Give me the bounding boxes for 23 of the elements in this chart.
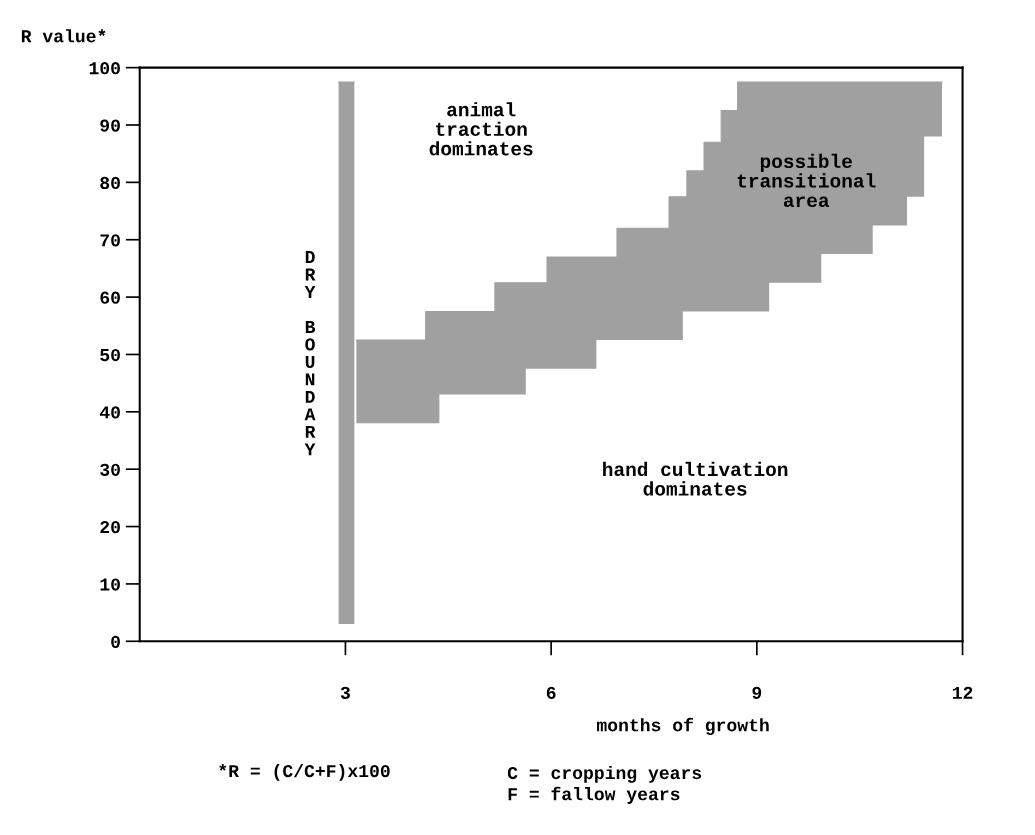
annotation: hand cultivation dominates — [603, 461, 788, 496]
x-tick-label: 6 — [546, 686, 556, 699]
y-axis-title: R value* — [21, 29, 106, 43]
y-tick-label: 80 — [100, 176, 120, 190]
y-tick-label: 70 — [100, 234, 120, 247]
x-tick-label: 12 — [952, 686, 973, 699]
text: D R Y B O U N D A R Y — [304, 251, 316, 456]
text: *R = (C/C+F)x100 — [219, 763, 390, 781]
x-tick-label: 3 — [340, 686, 350, 700]
x-tick-label: 9 — [752, 686, 762, 699]
y-tick-label: 20 — [100, 521, 120, 534]
y-tick-label: 100 — [89, 62, 120, 75]
y-tick-label: 30 — [100, 463, 120, 476]
y-tick-label: 0 — [111, 635, 120, 648]
x-axis-title: months of growth — [597, 717, 769, 736]
annotation: possible transitional area — [737, 153, 876, 208]
y-tick-label: 10 — [100, 578, 120, 591]
annotation: animal traction dominates — [429, 102, 533, 156]
y-tick-label: 40 — [99, 406, 120, 419]
text: C = cropping years F = fallow years — [507, 765, 702, 804]
y-tick-label: 50 — [100, 348, 120, 362]
y-tick-label: 90 — [100, 119, 120, 132]
y-tick-label: 60 — [100, 291, 120, 304]
